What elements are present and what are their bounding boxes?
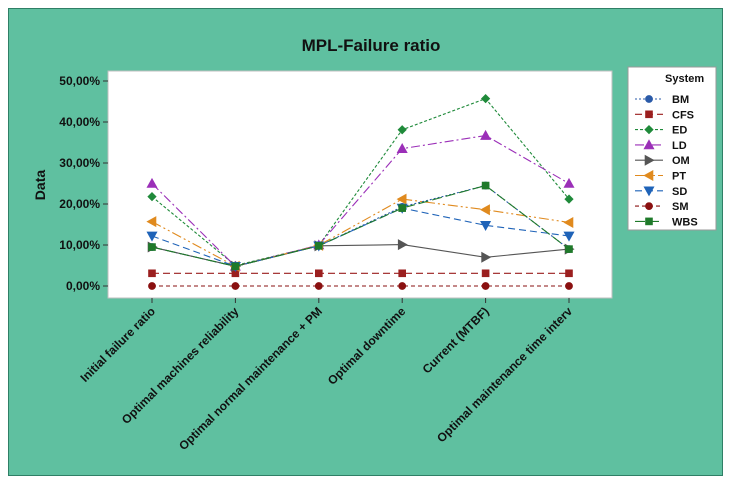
legend-label: OM	[672, 155, 690, 167]
legend-label: SM	[672, 201, 689, 213]
chart-frame: MPL-Failure ratio Data 0,00% 10,00% 20,00%…	[8, 8, 723, 476]
data-point	[481, 251, 492, 263]
legend-label: ED	[672, 125, 687, 137]
legend-marker	[645, 95, 653, 103]
y-axis: 0,00% 10,00% 20,00% 30,00% 40,00% 50,00%	[59, 74, 108, 293]
data-point	[146, 177, 158, 188]
legend-item-sd: SD	[635, 186, 687, 198]
data-point	[231, 282, 240, 290]
legend: System BM CFS ED LD OM PT SD SM WBS	[627, 66, 717, 231]
data-point	[481, 282, 490, 290]
data-point	[314, 282, 323, 290]
data-point	[480, 94, 491, 104]
legend-label: LD	[672, 140, 687, 152]
data-point	[398, 282, 407, 290]
y-tick-label: 40,00%	[59, 115, 100, 129]
legend-items: BM CFS ED LD OM PT SD SM WBS	[635, 94, 698, 228]
y-tick-label: 50,00%	[59, 74, 100, 88]
legend-box	[627, 66, 717, 231]
legend-label: BM	[672, 94, 689, 106]
legend-label: PT	[672, 171, 686, 183]
data-point	[565, 282, 573, 290]
legend-marker	[644, 124, 654, 135]
series-wbs	[148, 181, 573, 271]
y-tick-label: 0,00%	[66, 279, 100, 293]
data-point	[147, 191, 157, 202]
x-tick-label: Optimal normal maintenance + PM	[176, 304, 325, 453]
legend-item-sm: SM	[635, 201, 689, 213]
legend-item-wbs: WBS	[635, 216, 698, 228]
data-point	[397, 239, 408, 251]
legend-label: SD	[672, 186, 687, 198]
x-tick-label: Optimal downtime	[325, 304, 409, 388]
data-point	[480, 129, 492, 140]
legend-marker	[645, 110, 653, 119]
x-tick-label: Current (MTBF)	[420, 304, 492, 376]
legend-item-ed: ED	[635, 125, 687, 137]
data-point	[481, 181, 490, 190]
data-point	[314, 269, 323, 278]
series-line	[151, 184, 570, 267]
series-cfs	[148, 269, 573, 278]
legend-marker	[643, 186, 655, 197]
data-point	[565, 245, 573, 253]
legend-label: WBS	[672, 216, 698, 228]
data-point	[146, 216, 157, 228]
x-tick-label: Optimal maintenance time interv	[434, 304, 575, 445]
series-sm	[148, 282, 573, 290]
data-point	[148, 282, 156, 290]
data-point	[398, 204, 407, 212]
series-layer	[146, 94, 575, 290]
data-point	[396, 193, 407, 205]
x-tick-label: Initial failure ratio	[77, 304, 158, 385]
legend-marker	[643, 169, 654, 182]
data-point	[396, 143, 408, 153]
data-point	[398, 269, 407, 278]
data-point	[146, 231, 158, 242]
data-point	[563, 177, 575, 188]
data-point	[481, 269, 490, 278]
data-point	[479, 204, 490, 216]
chart-title: MPL-Failure ratio	[302, 36, 441, 55]
data-point	[563, 216, 574, 228]
y-tick-label: 20,00%	[59, 197, 100, 211]
y-tick-label: 10,00%	[59, 238, 100, 252]
data-point	[480, 221, 492, 231]
data-point	[148, 243, 156, 251]
legend-title: System	[665, 73, 704, 85]
plot-area	[107, 70, 613, 299]
series-line	[151, 198, 570, 267]
series-line	[151, 134, 570, 267]
data-point	[148, 269, 156, 278]
y-tick-label: 30,00%	[59, 156, 100, 170]
legend-marker	[643, 139, 655, 150]
series-line	[151, 97, 570, 267]
legend-item-om: OM	[635, 154, 690, 167]
data-point	[397, 125, 407, 135]
chart: MPL-Failure ratio Data 0,00% 10,00% 20,00%…	[32, 36, 717, 453]
legend-marker	[644, 154, 655, 166]
series-line	[151, 184, 570, 267]
data-point	[563, 231, 575, 242]
data-point	[565, 269, 573, 278]
data-point	[564, 194, 574, 204]
y-axis-title: Data	[32, 170, 48, 201]
legend-marker	[645, 217, 653, 226]
legend-item-bm: BM	[635, 94, 689, 106]
legend-item-ld: LD	[635, 139, 687, 152]
data-point	[314, 242, 323, 250]
legend-item-pt: PT	[635, 169, 686, 183]
legend-marker	[645, 202, 653, 210]
legend-item-cfs: CFS	[635, 109, 694, 121]
data-point	[231, 262, 240, 271]
legend-label: CFS	[672, 109, 694, 121]
